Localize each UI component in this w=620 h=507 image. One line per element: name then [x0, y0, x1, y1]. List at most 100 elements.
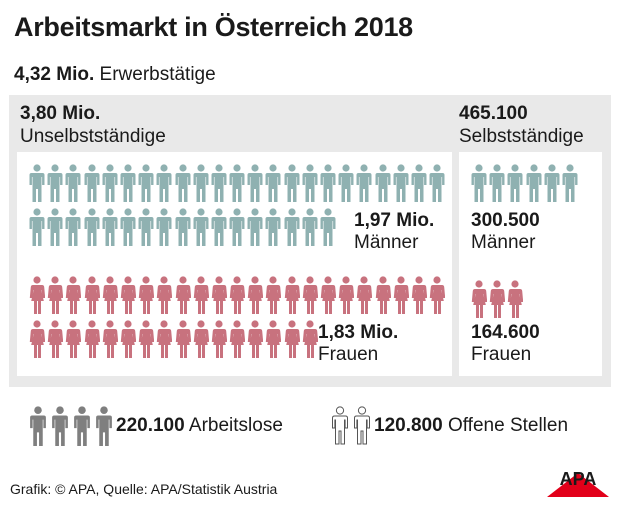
woman-icon: [47, 276, 64, 314]
person-icon: [30, 406, 46, 446]
person-icon: [84, 208, 100, 246]
woman-icon: [357, 276, 373, 314]
employees-women-icons-row1: [29, 276, 447, 316]
person-icon: [102, 208, 118, 246]
person-icon: [562, 164, 578, 202]
person-icon: [47, 164, 63, 202]
person-icon: [74, 406, 90, 446]
total-employed-value: 4,32 Mio.: [14, 64, 95, 85]
woman-icon: [284, 320, 300, 358]
woman-icon: [84, 276, 100, 314]
person-icon: [429, 164, 445, 202]
woman-icon: [211, 276, 227, 314]
person-icon: [29, 164, 45, 202]
woman-icon: [302, 276, 318, 314]
person-icon: [52, 406, 68, 446]
woman-icon: [29, 276, 45, 314]
person-icon: [120, 208, 136, 246]
person-icon: [193, 164, 209, 202]
person-icon: [393, 164, 409, 202]
person-icon: [332, 406, 348, 445]
woman-icon: [302, 320, 318, 358]
self-employed-women-value: 164.600: [471, 322, 540, 343]
page-title: Arbeitsmarkt in Österreich 2018: [14, 12, 413, 42]
employees-men-label: 1,97 Mio. Männer: [354, 210, 434, 254]
person-icon: [65, 164, 81, 202]
woman-icon: [157, 320, 173, 358]
total-employed-label: Erwerbstätige: [99, 64, 216, 85]
woman-icon: [471, 280, 487, 318]
unemployed-value: 220.100: [116, 415, 185, 436]
person-icon: [302, 208, 318, 246]
woman-icon: [157, 276, 173, 314]
employees-value: 3,80 Mio.: [20, 103, 101, 124]
woman-icon: [193, 320, 209, 358]
woman-icon: [120, 320, 136, 358]
person-icon: [356, 164, 372, 202]
open-positions-value: 120.800: [374, 415, 443, 436]
self-employed-men-icons: [471, 164, 580, 204]
employees-women-text: Frauen: [318, 344, 379, 365]
woman-icon: [29, 320, 45, 358]
woman-icon: [66, 276, 82, 314]
woman-icon: [248, 276, 264, 314]
person-icon: [211, 208, 227, 246]
self-employed-value: 465.100: [459, 103, 528, 124]
open-positions-icons: [330, 406, 374, 451]
person-icon: [29, 208, 45, 246]
person-icon: [544, 164, 560, 202]
person-icon: [193, 208, 209, 246]
woman-icon: [138, 276, 155, 314]
woman-icon: [175, 276, 191, 314]
person-icon: [265, 164, 281, 202]
woman-icon: [211, 320, 227, 358]
person-icon: [211, 164, 227, 202]
person-icon: [96, 406, 112, 446]
person-icon: [489, 164, 505, 202]
employees-men-text: Männer: [354, 232, 419, 253]
woman-icon: [84, 320, 100, 358]
unemployed-text: Arbeitslose: [188, 415, 283, 436]
employees-heading: 3,80 Mio. Unselbstständige: [20, 102, 166, 148]
woman-icon: [193, 276, 209, 314]
self-employed-women-label: 164.600 Frauen: [471, 322, 540, 366]
apa-logo-text: APA: [560, 469, 597, 489]
person-icon: [320, 208, 336, 246]
apa-logo: APA: [547, 469, 609, 497]
self-employed-box: 300.500 Männer 164.600 Frauen: [459, 152, 602, 376]
employees-women-icons-row2: [29, 320, 320, 360]
person-icon: [65, 208, 81, 246]
woman-icon: [248, 320, 264, 358]
source-credit: Grafik: © APA, Quelle: APA/Statistik Aus…: [10, 481, 278, 497]
person-icon: [411, 164, 427, 202]
person-icon: [354, 406, 370, 445]
employees-label: Unselbstständige: [20, 126, 166, 147]
woman-icon: [320, 276, 336, 314]
person-icon: [526, 164, 542, 202]
woman-icon: [375, 276, 391, 314]
person-icon: [284, 164, 300, 202]
woman-icon: [266, 276, 282, 314]
woman-icon: [489, 280, 506, 318]
person-icon: [156, 208, 172, 246]
person-icon: [229, 164, 245, 202]
person-icon: [375, 164, 391, 202]
employees-women-label: 1,83 Mio. Frauen: [318, 322, 398, 366]
person-icon: [471, 164, 487, 202]
person-icon: [175, 208, 190, 246]
unemployed-label: 220.100 Arbeitslose: [116, 415, 283, 437]
woman-icon: [175, 320, 191, 358]
self-employed-label: Selbstständige: [459, 126, 584, 147]
person-icon: [302, 164, 318, 202]
woman-icon: [229, 276, 246, 314]
woman-icon: [393, 276, 409, 314]
woman-icon: [102, 276, 118, 314]
person-icon: [84, 164, 100, 202]
person-icon: [247, 208, 263, 246]
person-icon: [175, 164, 190, 202]
employees-box: 1,97 Mio. Männer: [17, 152, 452, 376]
woman-icon: [411, 276, 427, 314]
person-icon: [156, 164, 172, 202]
woman-icon: [47, 320, 64, 358]
self-employed-men-label: 300.500 Männer: [471, 210, 540, 254]
